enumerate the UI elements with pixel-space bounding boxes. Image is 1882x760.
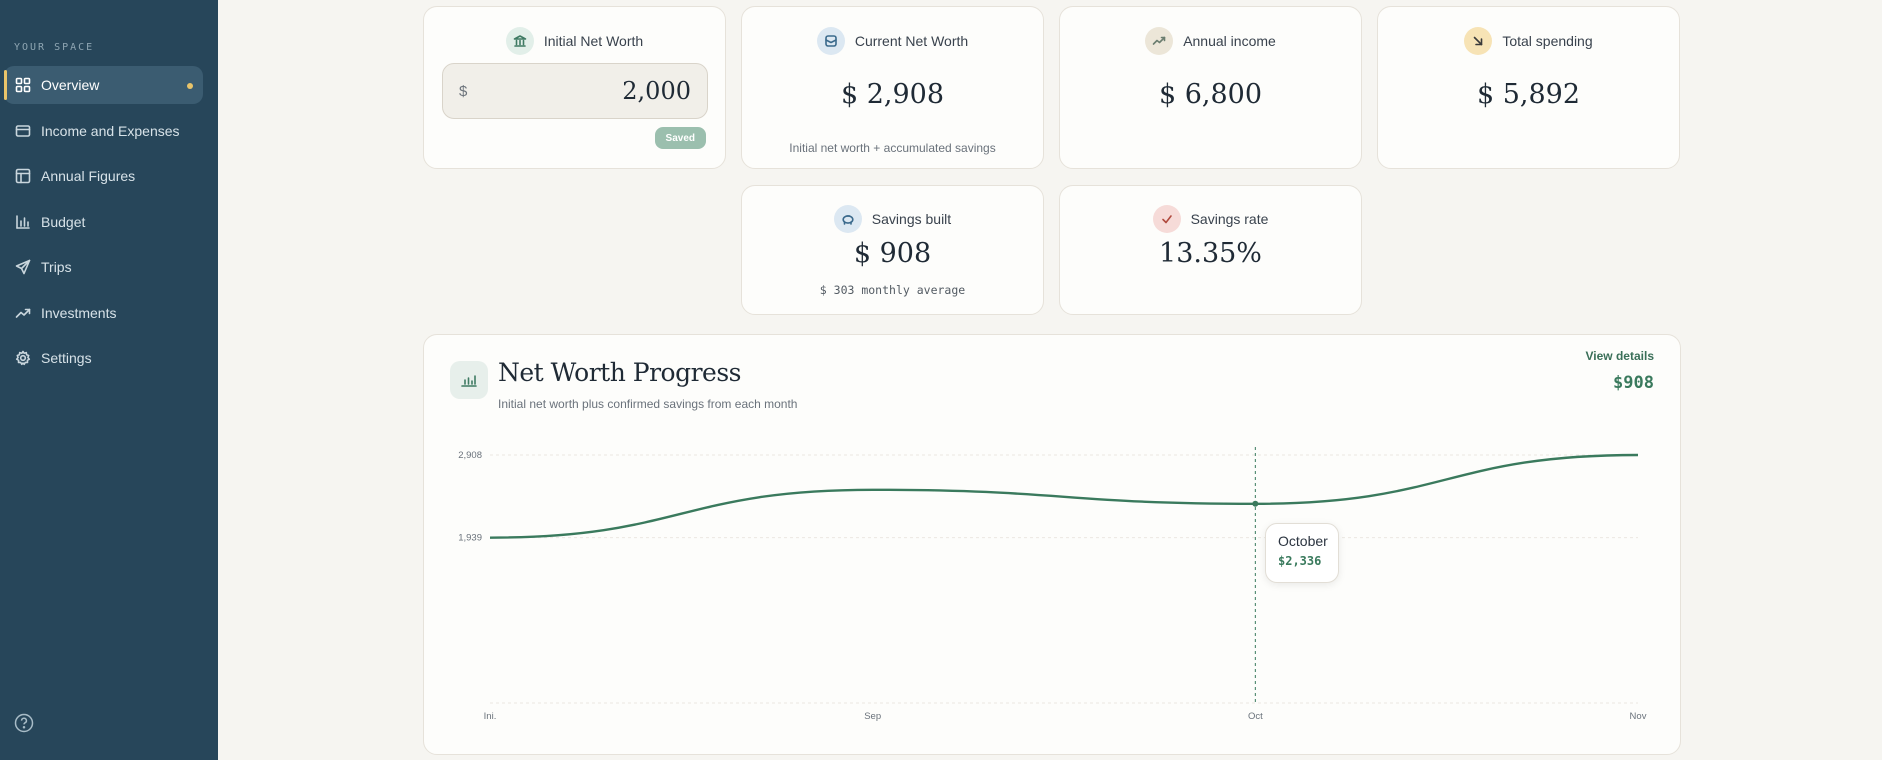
savings-built-value: $ 908: [853, 238, 932, 269]
current-net-worth-value: $ 2,908: [840, 79, 945, 110]
net-worth-chart: 2,908 1,939 Ini. Sep Oct Nov: [458, 447, 1647, 722]
chart-icon: [450, 361, 488, 399]
currency-symbol: $: [459, 82, 468, 100]
sidebar-item-label: Investments: [41, 304, 117, 321]
gear-icon: [15, 350, 31, 366]
net-worth-series-line: [489, 453, 1639, 539]
chart-title: Net Worth Progress: [498, 358, 742, 387]
savings-rate-value: 13.35%: [1159, 238, 1262, 269]
bar-chart-icon: [15, 214, 31, 230]
x-tick-label: Oct: [1248, 711, 1263, 722]
sidebar: YOUR SPACE Overview Income and Expenses …: [0, 0, 218, 760]
card-label: Savings built: [871, 211, 952, 227]
card-header: Current Net Worth: [742, 27, 1043, 55]
sidebar-item-settings[interactable]: Settings: [4, 339, 203, 377]
saved-button[interactable]: Saved: [654, 127, 706, 149]
card-label: Current Net Worth: [854, 33, 969, 49]
bank-icon: [505, 27, 534, 55]
sidebar-item-label: Overview: [41, 77, 100, 93]
sidebar-item-label: Annual Figures: [41, 168, 136, 184]
wallet-icon: [816, 27, 845, 55]
card-header: Savings built: [742, 205, 1043, 233]
current-net-worth-note: Initial net worth + accumulated savings: [789, 141, 996, 155]
sidebar-item-budget[interactable]: Budget: [4, 203, 203, 241]
sidebar-item-label: Settings: [41, 350, 92, 366]
check-icon: [1152, 205, 1181, 233]
total-spending-card: Total spending $ 5,892: [1377, 6, 1680, 169]
card-header: Savings rate: [1060, 205, 1361, 233]
tooltip-value: $2,336: [1278, 554, 1322, 568]
savings-rate-card: Savings rate 13.35%: [1059, 185, 1362, 315]
card-label: Total spending: [1502, 33, 1593, 49]
trend-icon: [15, 305, 31, 321]
active-indicator-dot: [187, 83, 193, 89]
total-spending-value: $ 5,892: [1476, 79, 1581, 110]
card-label: Initial Net Worth: [543, 33, 644, 49]
savings-built-card: Savings built $ 908 $ 303 monthly averag…: [741, 185, 1044, 315]
card-label: Savings rate: [1190, 211, 1269, 227]
view-details-link[interactable]: View details: [1585, 349, 1654, 363]
sidebar-item-income-and-expenses[interactable]: Income and Expenses: [4, 112, 203, 150]
initial-net-worth-card: Initial Net Worth $ 2,000 Saved: [423, 6, 726, 169]
tooltip-label: October: [1278, 533, 1328, 549]
annual-income-value: $ 6,800: [1158, 79, 1263, 110]
help-circle-icon[interactable]: [14, 713, 34, 733]
input-value[interactable]: 2,000: [622, 77, 691, 105]
table-icon: [15, 168, 31, 184]
initial-net-worth-input[interactable]: $ 2,000: [442, 63, 708, 119]
card-header: Annual income: [1060, 27, 1361, 55]
card-icon: [15, 123, 31, 139]
x-tick-label: Sep: [864, 711, 881, 722]
sidebar-item-overview[interactable]: Overview: [4, 66, 203, 104]
net-worth-progress-card: Net Worth Progress Initial net worth plu…: [423, 334, 1681, 755]
sidebar-item-label: Trips: [41, 259, 72, 275]
chart-tooltip: October $2,336: [1265, 523, 1339, 583]
chart-subtitle: Initial net worth plus confirmed savings…: [498, 397, 798, 411]
sidebar-item-annual-figures[interactable]: Annual Figures: [4, 157, 203, 195]
sidebar-nav: Overview Income and Expenses Annual Figu…: [4, 66, 203, 385]
plane-icon: [15, 259, 31, 275]
card-header: Initial Net Worth: [424, 27, 725, 55]
arrow-down-right-icon: [1464, 27, 1493, 55]
chart-summary-value: $908: [1613, 373, 1654, 393]
sidebar-item-investments[interactable]: Investments: [4, 294, 203, 332]
grid-icon: [15, 77, 31, 93]
y-tick-label: 1,939: [458, 533, 482, 544]
card-header: Total spending: [1378, 27, 1679, 55]
piggy-bank-icon: [833, 205, 862, 233]
annual-income-card: Annual income $ 6,800: [1059, 6, 1362, 169]
y-tick-label: 2,908: [458, 450, 482, 461]
card-label: Annual income: [1183, 33, 1276, 49]
trend-up-icon: [1145, 27, 1174, 55]
savings-built-note: $ 303 monthly average: [819, 283, 966, 297]
sidebar-section-label: YOUR SPACE: [14, 42, 95, 53]
sidebar-item-trips[interactable]: Trips: [4, 248, 203, 286]
sidebar-item-label: Budget: [41, 213, 86, 230]
x-tick-label: Ini.: [484, 711, 497, 722]
highlight-point: [1252, 500, 1259, 507]
sidebar-item-label: Income and Expenses: [41, 122, 180, 139]
current-net-worth-card: Current Net Worth $ 2,908 Initial net wo…: [741, 6, 1044, 169]
x-tick-label: Nov: [1630, 711, 1647, 722]
